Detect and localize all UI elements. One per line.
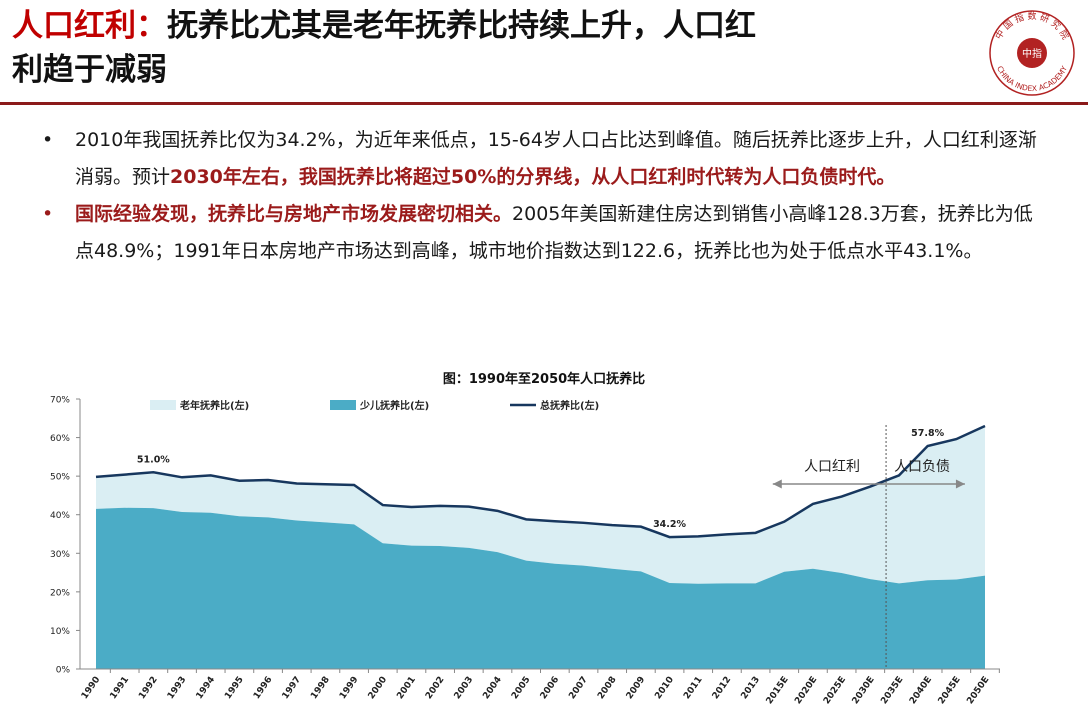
logo-center-text: 中指	[1022, 47, 1042, 60]
data-label: 51.0%	[137, 454, 170, 465]
x-tick-label: 1995	[223, 675, 246, 701]
academy-logo-icon: 中 国 指 数 研 究 院 CHINA INDEX ACADEMY 中指	[989, 10, 1075, 96]
x-tick-label: 2040E	[908, 675, 934, 706]
x-tick-label: 2035E	[879, 675, 905, 706]
page-title-line1: 抚养比尤其是老年抚养比持续上升，人口红	[167, 8, 756, 44]
x-tick-label: 2010	[653, 675, 676, 701]
x-tick-label: 2012	[711, 675, 734, 701]
legend-label: 少儿抚养比(左)	[359, 399, 429, 412]
logo-top-text: 中 国 指 数 研 究 院	[992, 10, 1071, 42]
y-tick-label: 20%	[50, 588, 70, 598]
x-tick-label: 2006	[539, 675, 562, 701]
legend-label: 总抚养比(左)	[540, 399, 599, 412]
bullet-item: • 国际经验发现，抚养比与房地产市场发展密切相关。2005年美国新建住房达到销售小…	[40, 196, 1050, 270]
x-tick-label: 2008	[596, 675, 619, 701]
x-tick-label: 1998	[309, 675, 332, 701]
chart-title: 图：1990年至2050年人口抚养比	[442, 372, 646, 387]
bullet-text: 2005年美国新建住房达到销售小高峰128.3万套，抚养比为低点48.9%；19…	[75, 203, 1033, 262]
page-title: 人口红利：抚养比尤其是老年抚养比持续上升，人口红 利趋于减弱	[12, 4, 972, 92]
era-left-label: 人口红利	[804, 459, 860, 475]
x-tick-label: 2003	[453, 675, 476, 701]
total-ratio-line	[95, 424, 986, 539]
era-right-label: 人口负债	[894, 459, 950, 475]
x-tick-label: 1992	[137, 675, 160, 701]
y-tick-label: 50%	[50, 473, 70, 483]
bullet-highlight-text: 国际经验发现，抚养比与房地产市场发展密切相关。	[75, 203, 513, 225]
data-label: 34.2%	[653, 519, 686, 530]
x-tick-label: 2001	[395, 675, 418, 701]
chart-svg: 0% 10% 20% 30% 40% 50% 60% 70% 1990 1991 1992 1993 1…	[50, 396, 1000, 706]
legend-swatch	[150, 400, 176, 410]
y-tick-label: 10%	[50, 627, 70, 637]
x-tick-label: 1994	[195, 675, 218, 701]
y-tick-label: 60%	[50, 434, 70, 444]
y-tick-label: 40%	[50, 511, 70, 521]
x-tick-label: 2009	[625, 675, 648, 701]
data-label: 57.8%	[911, 428, 944, 439]
y-tick-label: 0%	[56, 666, 71, 676]
youth-area	[96, 507, 985, 669]
x-tick-label: 1991	[109, 675, 132, 701]
x-tick-label: 1999	[338, 675, 361, 701]
y-tick-label: 30%	[50, 550, 70, 560]
page-title-line2: 利趋于减弱	[12, 52, 167, 88]
dependency-ratio-chart: 图：1990年至2050年人口抚养比 0% 10% 20% 30% 40% 50% 60% 7…	[0, 362, 1088, 714]
x-tick-label: 1997	[281, 675, 304, 701]
x-tick-label: 2045E	[937, 675, 963, 706]
x-tick-label: 2002	[424, 675, 447, 701]
x-tick-label: 2005	[510, 675, 533, 701]
x-tick-label: 2004	[481, 675, 504, 701]
legend-swatch	[330, 400, 356, 410]
bullet-item: • 2010年我国抚养比仅为34.2%，为近年来低点，15-64岁人口占比达到峰值…	[40, 122, 1050, 196]
x-tick-label: 2015E	[765, 675, 791, 706]
x-tick-label: 2000	[367, 675, 390, 701]
page-title-prefix: 人口红利：	[12, 8, 167, 44]
arrow-left-head-icon	[772, 479, 782, 489]
arrow-right-head-icon	[955, 479, 965, 489]
x-tick-label: 2050E	[965, 675, 991, 706]
x-tick-label: 2013	[739, 675, 762, 701]
bullet-list: • 2010年我国抚养比仅为34.2%，为近年来低点，15-64岁人口占比达到峰值…	[40, 122, 1050, 270]
x-tick-label: 1993	[166, 675, 189, 701]
legend-label: 老年抚养比(左)	[179, 399, 249, 412]
old-age-area	[96, 426, 985, 584]
bullet-text: 2010年我国抚养比仅为34.2%，为近年来低点，15-64岁人口占比达到峰值。…	[75, 129, 1037, 188]
x-tick-label: 2007	[567, 675, 590, 701]
x-tick-label: 2030E	[851, 675, 877, 706]
x-tick-label: 2020E	[793, 675, 819, 706]
logo-bottom-text: CHINA INDEX ACADEMY	[995, 64, 1069, 93]
bullet-marker: •	[42, 129, 54, 151]
x-tick-label: 1996	[252, 675, 275, 701]
x-tick-label: 1990	[80, 675, 103, 701]
bullet-marker: •	[42, 203, 54, 225]
y-tick-label: 70%	[50, 396, 70, 406]
title-divider	[0, 102, 1088, 105]
x-tick-label: 2025E	[822, 675, 848, 706]
x-tick-label: 2011	[682, 675, 705, 701]
bullet-highlight-text: 2030年左右，我国抚养比将超过50%的分界线，从人口红利时代转为人口负债时代。	[170, 166, 896, 188]
